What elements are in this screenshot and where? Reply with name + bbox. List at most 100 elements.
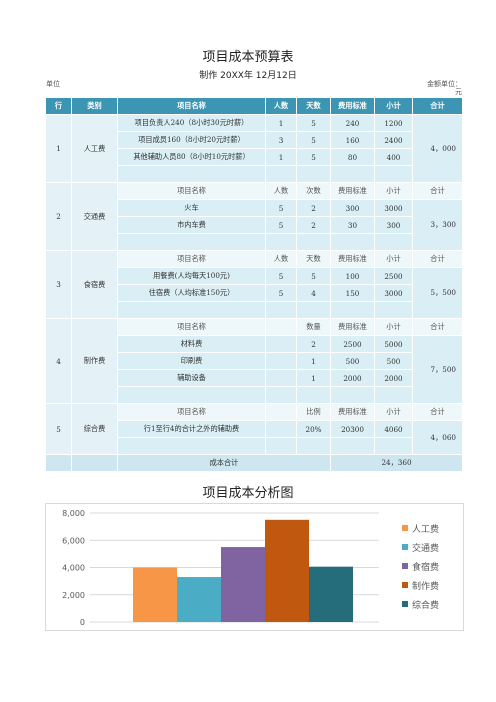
item-standard: 100 bbox=[330, 267, 375, 285]
empty-cell bbox=[117, 386, 266, 404]
empty-cell bbox=[71, 454, 118, 472]
legend-label: 食宿费 bbox=[412, 561, 439, 573]
item-standard: 30 bbox=[330, 216, 375, 234]
bar-1 bbox=[133, 567, 177, 622]
item-subtotal: 2000 bbox=[374, 369, 413, 387]
section-number: 5 bbox=[45, 403, 72, 455]
legend-label: 制作费 bbox=[412, 580, 439, 592]
section-subheader-row: 3 食宿费 项目名称 人数 天数 费用标准 小计 合计 bbox=[45, 250, 463, 319]
unit-label-left: 单位 bbox=[46, 80, 60, 88]
section-number: 1 bbox=[45, 114, 72, 183]
item-name: 住宿费（人均标准150元） bbox=[117, 284, 266, 302]
empty-cell bbox=[265, 165, 297, 183]
section-total: 4，060 bbox=[412, 420, 463, 455]
item-count: 5 bbox=[265, 216, 297, 234]
item-quantity: 2 bbox=[296, 216, 331, 234]
subheader-cell: 人数 bbox=[265, 250, 297, 268]
legend-swatch bbox=[402, 582, 408, 588]
item-name: 印刷费 bbox=[117, 352, 266, 370]
table-row-empty bbox=[46, 437, 463, 455]
subheader-cell bbox=[265, 403, 297, 421]
subheader-cell: 费用标准 bbox=[330, 182, 375, 200]
column-header: 项目名称 bbox=[117, 97, 266, 115]
table-row: 火车 5 2 300 3000 3，300 bbox=[46, 199, 463, 251]
section-number: 4 bbox=[45, 318, 72, 404]
empty-cell bbox=[330, 233, 375, 251]
legend-label: 交通费 bbox=[412, 542, 439, 554]
empty-cell bbox=[296, 301, 331, 319]
item-standard: 2000 bbox=[330, 369, 375, 387]
section-total: 5，500 bbox=[412, 267, 463, 319]
empty-cell bbox=[374, 301, 413, 319]
subheader-cell: 小计 bbox=[374, 182, 413, 200]
empty-cell bbox=[330, 165, 375, 183]
subheader-cell: 小计 bbox=[374, 250, 413, 268]
grand-total-value: 24，360 bbox=[330, 454, 463, 472]
column-header: 小计 bbox=[374, 97, 413, 115]
item-subtotal: 3000 bbox=[374, 284, 413, 302]
item-name: 火车 bbox=[117, 199, 266, 217]
subheader-cell: 费用标准 bbox=[330, 318, 375, 336]
item-count: 3 bbox=[265, 131, 297, 149]
item-name: 项目负责人240（8小时30元时薪） bbox=[117, 114, 266, 132]
bar-2 bbox=[177, 577, 221, 622]
item-count bbox=[265, 369, 297, 387]
y-tick-label: 6,000 bbox=[62, 536, 85, 545]
subheader-cell: 费用标准 bbox=[330, 250, 375, 268]
table-row: 用餐费(人均每天100元) 5 5 100 2500 5，500 bbox=[46, 267, 463, 319]
section-category: 食宿费 bbox=[71, 250, 118, 319]
section-total: 3，300 bbox=[412, 199, 463, 251]
section-category: 制作费 bbox=[71, 318, 118, 404]
subheader-cell: 合计 bbox=[412, 318, 463, 336]
subheader-cell: 合计 bbox=[412, 403, 463, 421]
table-row: 市内车费 5 2 30 300 bbox=[46, 216, 463, 234]
bar-3 bbox=[221, 547, 265, 622]
section-number: 2 bbox=[45, 182, 72, 251]
subheader-cell: 合计 bbox=[412, 182, 463, 200]
subheader-cell: 人数 bbox=[265, 182, 297, 200]
item-subtotal: 300 bbox=[374, 216, 413, 234]
empty-cell bbox=[296, 165, 331, 183]
empty-cell bbox=[265, 437, 297, 455]
cost-chart: 0 2,000 4,000 6,000 8,000 人工费 交通费 食宿费 制作费 综合费 bbox=[45, 503, 464, 631]
unit-label-right: 金额单位：元 bbox=[427, 80, 462, 96]
bar-5 bbox=[309, 566, 353, 622]
item-quantity: 2 bbox=[296, 335, 331, 353]
section-total: 7，500 bbox=[412, 335, 463, 404]
subheader-cell: 小计 bbox=[374, 403, 413, 421]
item-count: 1 bbox=[265, 114, 297, 132]
empty-cell bbox=[374, 233, 413, 251]
section-number: 3 bbox=[45, 250, 72, 319]
page-title: 项目成本预算表 bbox=[202, 50, 294, 65]
subheader-cell: 项目名称 bbox=[117, 403, 266, 421]
item-quantity: 5 bbox=[296, 148, 331, 166]
column-header: 合计 bbox=[412, 97, 463, 115]
table-header-row: 行类别 项目名称 人数 天数 费用标准 小计 合计 bbox=[45, 97, 463, 115]
item-count: 5 bbox=[265, 284, 297, 302]
grand-total-label: 成本合计 bbox=[117, 454, 331, 472]
column-header: 类别 bbox=[71, 97, 118, 115]
empty-cell bbox=[374, 386, 413, 404]
item-quantity: 5 bbox=[296, 114, 331, 132]
legend-label: 综合费 bbox=[412, 599, 439, 611]
item-quantity: 20% bbox=[296, 420, 331, 438]
item-quantity: 1 bbox=[296, 369, 331, 387]
section-total: 4，000 bbox=[412, 114, 463, 183]
column-header: 人数 bbox=[265, 97, 297, 115]
grand-total-row: 成本合计 24，360 bbox=[45, 454, 463, 472]
empty-cell bbox=[330, 301, 375, 319]
column-header: 费用标准 bbox=[330, 97, 375, 115]
item-standard: 80 bbox=[330, 148, 375, 166]
item-name: 项目成员160（8小时20元时薪） bbox=[117, 131, 266, 149]
empty-cell bbox=[330, 437, 375, 455]
page-subtitle: 制作 20XX年 12月12日 bbox=[199, 71, 297, 81]
item-name: 其他辅助人员80（8小时10元时薪） bbox=[117, 148, 266, 166]
subheader-cell: 费用标准 bbox=[330, 403, 375, 421]
legend-swatch bbox=[402, 601, 408, 607]
item-subtotal: 2400 bbox=[374, 131, 413, 149]
column-header: 天数 bbox=[296, 97, 331, 115]
table-row-empty bbox=[46, 165, 463, 183]
empty-cell bbox=[265, 386, 297, 404]
table-row: 材料费 2 2500 5000 7，500 bbox=[46, 335, 463, 404]
